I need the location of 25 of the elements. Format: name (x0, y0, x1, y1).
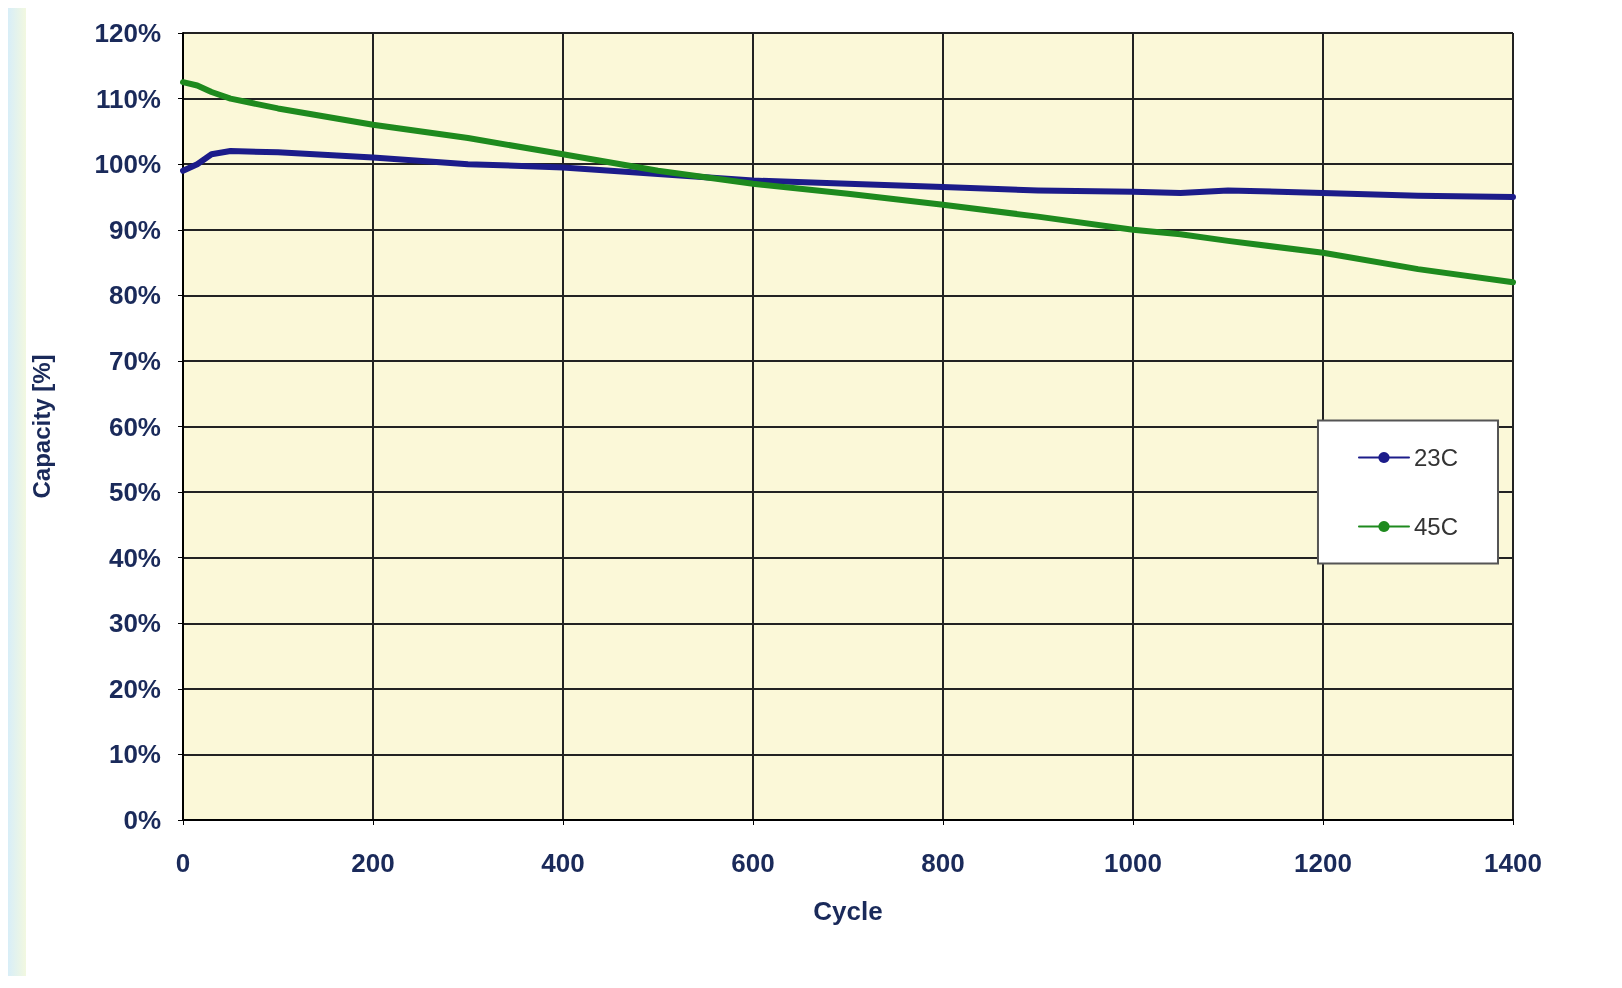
x-tick-label: 1200 (1294, 848, 1352, 878)
y-tick-label: 10% (108, 739, 161, 770)
y-tick-label: 110% (95, 83, 161, 114)
y-axis-title: Capacity [%] (27, 354, 55, 499)
y-tick-label: 20% (108, 673, 161, 704)
y-tick-label: 40% (108, 542, 161, 573)
x-axis-title: Cycle (813, 896, 883, 926)
legend-label: 45C (1413, 513, 1458, 540)
x-tick-label: 0 (175, 848, 191, 878)
x-tick-label: 200 (351, 848, 395, 878)
x-tick-label: 600 (731, 848, 775, 878)
y-tick-label: 120% (94, 18, 161, 48)
y-tick-label: 80% (108, 280, 161, 311)
x-tick-label: 1400 (1484, 848, 1542, 878)
x-tick-label: 800 (921, 848, 965, 878)
y-tick-label: 90% (108, 214, 161, 245)
y-tick-label: 60% (108, 411, 161, 442)
y-tick-label: 100% (94, 149, 161, 180)
y-tick-label: 50% (108, 477, 161, 508)
legend-label: 23C (1413, 444, 1458, 471)
x-tick-label: 400 (541, 848, 585, 878)
x-tick-label: 1000 (1104, 848, 1162, 878)
y-tick-label: 0% (123, 805, 161, 835)
y-tick-label: 70% (108, 345, 161, 376)
y-tick-label: 30% (108, 608, 161, 639)
